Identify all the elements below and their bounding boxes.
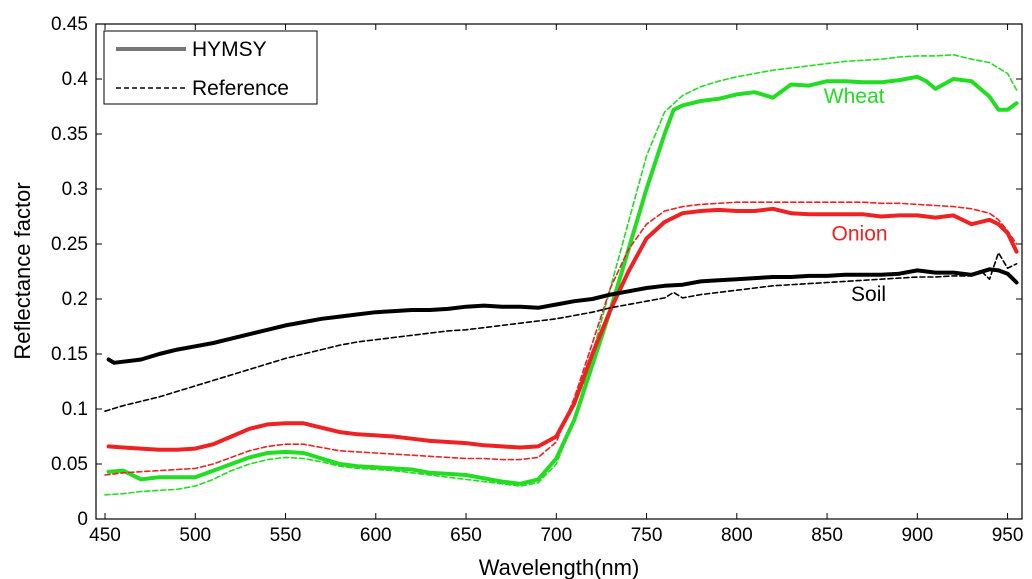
y-tick-label: 0.45 <box>51 14 88 35</box>
onion-label: Onion <box>832 223 888 246</box>
x-tick-label: 550 <box>270 525 302 546</box>
y-tick-label: 0.1 <box>62 399 88 420</box>
wheat-hymsy-line <box>106 74 1019 486</box>
x-axis-title: Wavelength(nm) <box>479 555 640 579</box>
x-tick-label: 950 <box>992 525 1024 546</box>
axes: 450 500 550 600 650 700 750 800 850 900 950 0 0.05 0.… <box>51 14 1023 546</box>
y-tick-label: 0.3 <box>62 179 88 200</box>
soil-hymsy-line <box>106 267 1019 365</box>
soil-reference-line <box>104 252 1018 413</box>
x-tick-label: 500 <box>179 525 211 546</box>
x-tick-label: 700 <box>540 525 572 546</box>
plot-frame <box>95 23 1023 520</box>
x-tick-label: 800 <box>721 525 753 546</box>
x-tick-label: 650 <box>450 525 482 546</box>
x-tick-label: 750 <box>631 525 663 546</box>
y-tick-label: 0.4 <box>62 69 89 90</box>
x-tick-label: 900 <box>901 525 933 546</box>
onion-reference-line <box>104 201 1018 476</box>
y-tick-label: 0.35 <box>51 124 88 145</box>
onion-hymsy-line <box>106 206 1019 452</box>
y-tick-label: 0 <box>77 509 88 530</box>
x-tick-label: 450 <box>89 525 121 546</box>
y-axis-title: Reflectance factor <box>10 182 35 359</box>
legend: HYMSY Reference <box>103 30 318 105</box>
wheat-label: Wheat <box>824 85 885 108</box>
wheat-reference-line <box>104 53 1018 496</box>
y-tick-label: 0.15 <box>51 344 88 365</box>
x-tick-label: 850 <box>811 525 843 546</box>
y-tick-label: 0.05 <box>51 454 88 475</box>
legend-label-reference: Reference <box>192 77 289 100</box>
legend-label-hymsy: HYMSY <box>192 38 267 61</box>
soil-label: Soil <box>851 283 886 306</box>
x-tick-label: 600 <box>360 525 392 546</box>
series-annotations: Wheat Onion Soil <box>824 85 888 306</box>
y-tick-label: 0.2 <box>62 289 88 310</box>
legend-box <box>103 30 318 105</box>
series-lines <box>104 53 1019 496</box>
y-tick-label: 0.25 <box>51 234 88 255</box>
